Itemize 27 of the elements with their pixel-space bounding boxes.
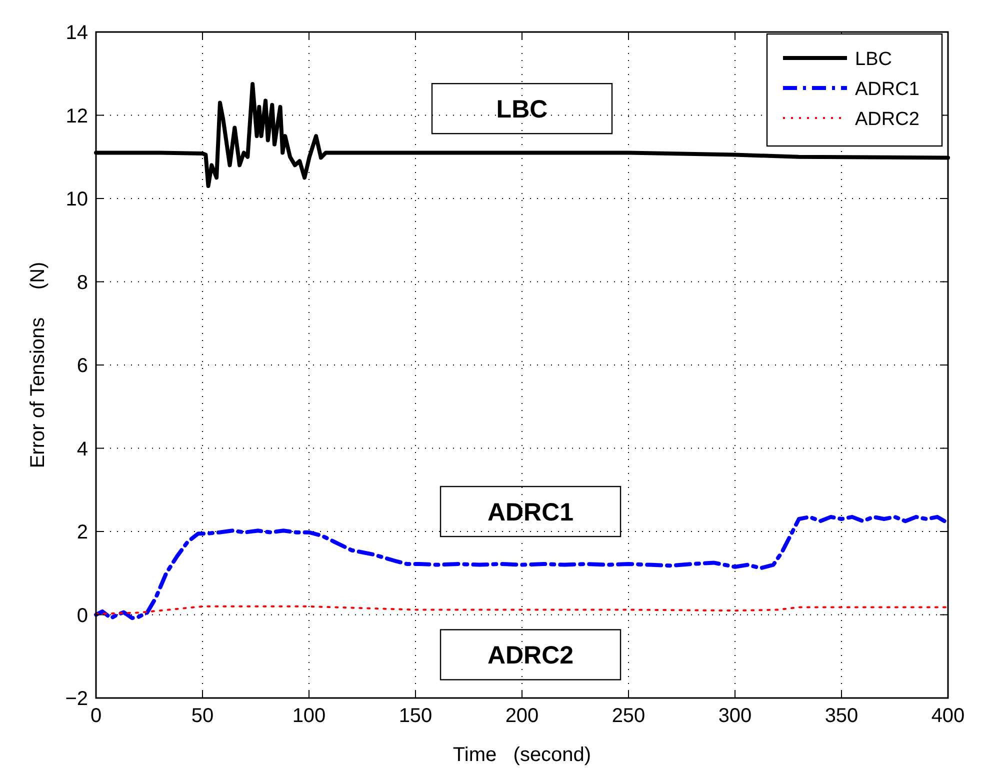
annotation: LBC	[496, 96, 548, 124]
annotation: ADRC1	[487, 498, 574, 527]
y-tick-label: 6	[76, 355, 88, 377]
legend-label: ADRC2	[855, 109, 920, 130]
x-axis-title: Time (second)	[452, 744, 592, 766]
y-tick-label: 2	[76, 522, 88, 544]
x-tick-label: 350	[824, 705, 858, 727]
y-tick-label: 8	[76, 272, 88, 294]
y-tick-label: 10	[66, 188, 88, 210]
legend-label: LBC	[855, 49, 892, 70]
x-tick-label: 400	[931, 705, 965, 727]
y-tick-label: 4	[76, 438, 88, 460]
annotation: ADRC2	[487, 642, 574, 670]
y-axis-title: Error of Tensions (N)	[27, 262, 49, 468]
line-series	[95, 605, 949, 615]
x-tick-label: 250	[612, 705, 646, 727]
y-tick-label: −2	[65, 688, 88, 710]
x-tick-label: 100	[292, 705, 326, 727]
x-tick-label: 300	[718, 705, 752, 727]
y-tick-label: 12	[66, 105, 88, 128]
legend-label: ADRC1	[855, 79, 920, 100]
y-tick-label: 0	[76, 604, 88, 627]
x-tick-label: 200	[505, 705, 539, 727]
x-tick-label: 50	[191, 705, 214, 727]
x-tick-label: 150	[398, 705, 432, 727]
y-tick-label: 14	[66, 22, 88, 44]
x-tick-label: 0	[90, 705, 102, 727]
